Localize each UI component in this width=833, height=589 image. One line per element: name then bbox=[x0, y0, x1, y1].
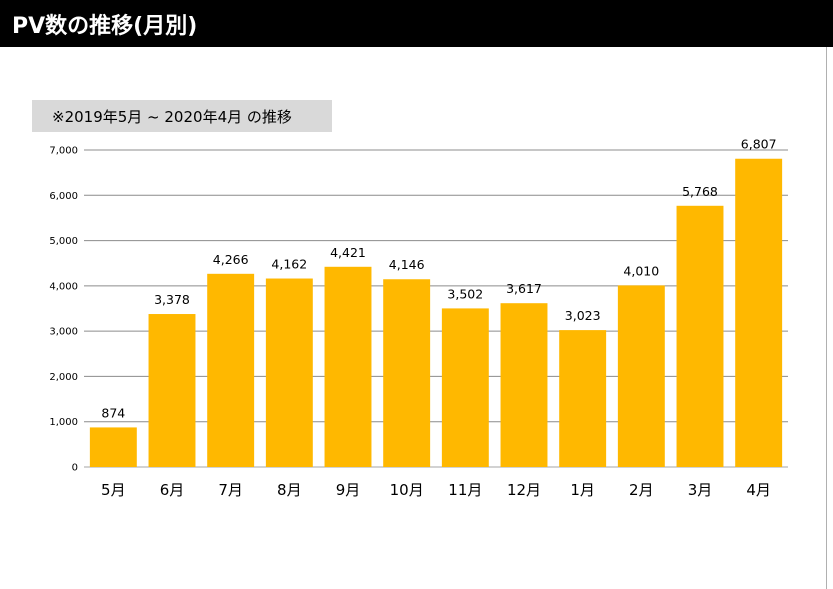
data-label: 3,023 bbox=[565, 308, 601, 323]
y-tick-label: 7,000 bbox=[49, 146, 78, 157]
x-tick-label: 6月 bbox=[160, 481, 185, 499]
data-label: 3,617 bbox=[506, 281, 542, 296]
data-label: 3,502 bbox=[447, 286, 483, 301]
page-title: PV数の推移(月別) bbox=[12, 14, 198, 39]
x-tick-label: 10月 bbox=[390, 481, 424, 499]
y-tick-label: 2,000 bbox=[49, 372, 78, 383]
y-tick-label: 3,000 bbox=[49, 327, 78, 338]
bar bbox=[265, 278, 313, 467]
bar bbox=[89, 427, 137, 467]
data-label: 4,266 bbox=[213, 252, 249, 267]
data-label: 4,146 bbox=[389, 257, 425, 272]
y-tick-label: 6,000 bbox=[49, 191, 78, 202]
x-tick-label: 3月 bbox=[688, 481, 713, 499]
x-tick-label: 5月 bbox=[101, 481, 126, 499]
y-tick-label: 4,000 bbox=[49, 281, 78, 292]
bar bbox=[617, 285, 665, 467]
bar bbox=[441, 308, 489, 467]
x-tick-label: 7月 bbox=[218, 481, 243, 499]
x-tick-label: 12月 bbox=[507, 481, 541, 499]
bar bbox=[500, 303, 548, 467]
data-label: 3,378 bbox=[154, 292, 190, 307]
x-tick-label: 2月 bbox=[629, 481, 654, 499]
bar bbox=[735, 158, 783, 467]
x-tick-label: 11月 bbox=[448, 481, 482, 499]
data-label: 6,807 bbox=[741, 137, 777, 152]
data-label: 4,010 bbox=[623, 263, 659, 278]
x-tick-label: 8月 bbox=[277, 481, 302, 499]
data-label: 4,421 bbox=[330, 245, 366, 260]
bar bbox=[676, 205, 724, 468]
bar bbox=[383, 279, 431, 467]
bar bbox=[559, 330, 607, 467]
x-tick-label: 1月 bbox=[570, 481, 595, 499]
y-tick-label: 1,000 bbox=[49, 417, 78, 428]
chart-subtitle: ※2019年5月 ~ 2020年4月 の推移 bbox=[52, 108, 292, 126]
data-label: 4,162 bbox=[271, 257, 307, 272]
x-tick-label: 4月 bbox=[746, 481, 771, 499]
slide-border bbox=[826, 47, 827, 589]
bar bbox=[207, 273, 255, 467]
bar bbox=[148, 314, 196, 467]
data-label: 874 bbox=[101, 405, 125, 420]
y-tick-label: 5,000 bbox=[49, 236, 78, 247]
subtitle-box: ※2019年5月 ~ 2020年4月 の推移 bbox=[32, 100, 332, 132]
x-tick-label: 9月 bbox=[336, 481, 361, 499]
data-label: 5,768 bbox=[682, 184, 718, 199]
y-tick-label: 0 bbox=[72, 463, 78, 474]
bar bbox=[324, 266, 372, 467]
header-bar: PV数の推移(月別) bbox=[0, 0, 833, 47]
